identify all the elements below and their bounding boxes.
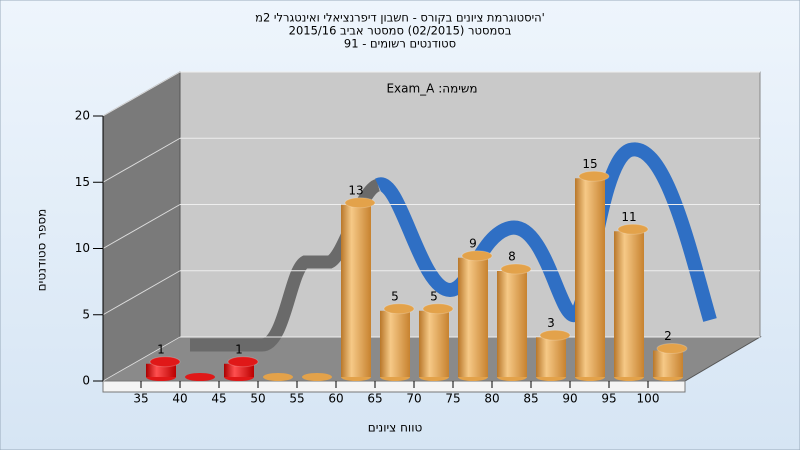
x-tick-label: 80 [484, 392, 499, 406]
bar-base [185, 373, 215, 381]
annotation: משימה: Exam_A [386, 82, 477, 96]
grid-line [102, 204, 181, 249]
floor-edge [102, 380, 686, 393]
x-tick-label: 35 [133, 392, 148, 406]
bar-top [149, 356, 181, 368]
y-tick-label: 20 [75, 109, 90, 123]
x-tick-label: 55 [289, 392, 304, 406]
x-tick-label: 70 [406, 392, 421, 406]
data-label: 5 [391, 289, 399, 303]
grid-line [102, 71, 181, 117]
data-label: 1 [157, 342, 165, 356]
bar [419, 310, 449, 377]
title: בסמסטר (02/2015) סמסטר אביב 2015/16 [289, 24, 512, 38]
y-tick-label: 15 [75, 175, 90, 189]
bar-top [383, 303, 415, 315]
grid-line [102, 336, 181, 382]
bar-top [656, 343, 688, 354]
bar [575, 178, 605, 377]
x-tick-label: 40 [172, 392, 187, 406]
x-tick-label: 95 [601, 392, 616, 406]
bar-top [578, 170, 610, 182]
bar-top [422, 303, 454, 315]
bar [458, 257, 488, 377]
x-tick-label: 75 [445, 392, 460, 406]
x-tick-label: 60 [328, 392, 343, 406]
bar-top [461, 250, 493, 262]
x-tick-label: 45 [211, 392, 226, 406]
bar [536, 337, 566, 377]
bar [341, 204, 371, 377]
bar-base [263, 373, 293, 381]
bar [497, 271, 527, 377]
data-label: 3 [547, 316, 555, 330]
title: סטודנטים רשומים - 91 [344, 37, 456, 51]
grid-line [102, 137, 181, 183]
bar [380, 310, 410, 377]
y-tick-label: 5 [82, 307, 90, 321]
data-label: 2 [664, 329, 672, 343]
data-label: 5 [430, 289, 438, 303]
data-label: 13 [348, 183, 363, 197]
bar-top [500, 263, 532, 275]
title: היסטוגרמת ציונים בקורס - חשבון דיפרנציאל… [255, 11, 545, 25]
bar [653, 350, 683, 377]
bar [146, 363, 176, 377]
y-tick-label: 10 [75, 241, 90, 255]
x-tick-label: 50 [250, 392, 265, 406]
x-axis-label: טווח ציונים [368, 421, 423, 435]
data-label: 8 [508, 250, 516, 264]
data-label: 1 [235, 342, 243, 356]
x-tick-label: 90 [562, 392, 577, 406]
y-axis-label: מספר סטודנטים [35, 209, 49, 292]
x-tick-label: 100 [637, 392, 660, 406]
bar [224, 363, 254, 377]
data-label: 15 [582, 157, 597, 171]
bar-top [344, 197, 376, 209]
x-tick-label: 85 [523, 392, 538, 406]
bar-top [539, 329, 571, 341]
bar-base [302, 373, 332, 381]
bar-top [227, 356, 259, 368]
curve [375, 142, 717, 322]
x-tick-label: 65 [367, 392, 382, 406]
bar [614, 231, 644, 377]
data-label: 9 [469, 236, 477, 250]
y-tick-label: 0 [82, 374, 90, 388]
bar-top [617, 223, 649, 235]
data-label: 11 [621, 210, 636, 224]
grid-line [102, 270, 181, 316]
